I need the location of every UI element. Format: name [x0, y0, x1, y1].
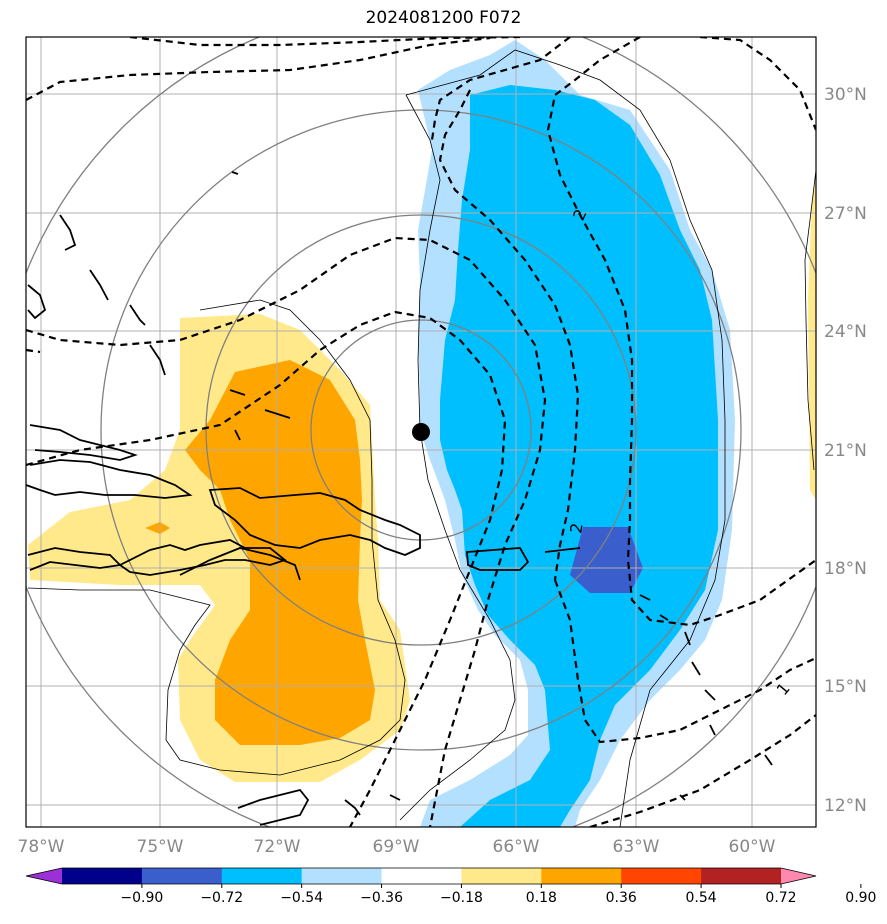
- lon-label: 63°W: [613, 837, 660, 857]
- boundary-outlines: [27, 49, 816, 827]
- lon-label: 72°W: [254, 837, 301, 857]
- lon-label: 75°W: [137, 837, 184, 857]
- graticule: [26, 37, 816, 827]
- lat-label: 15°N: [824, 677, 867, 697]
- longitude-labels: 78°W 75°W 72°W 69°W 66°W 63°W 60°W: [18, 837, 776, 857]
- colorbar-segment: [381, 868, 462, 884]
- colorbar-tick-label: −0.18: [440, 890, 483, 906]
- colorbar-segment: [541, 868, 622, 884]
- lon-label: 60°W: [729, 837, 776, 857]
- colorbar-tick-label: −0.90: [120, 890, 163, 906]
- colorbar-segment: [62, 868, 143, 884]
- colorbar-segment: [621, 868, 702, 884]
- lat-label: 21°N: [824, 441, 867, 461]
- colorbar: −0.90 −0.72 −0.54 −0.36 −0.18 0.18 0.36 0.54 0.7…: [25, 867, 876, 906]
- colorbar-segment: [701, 868, 782, 884]
- colorbar-extend-max: [781, 868, 816, 884]
- colorbar-tick-label: 0.54: [686, 890, 717, 906]
- lat-label: 18°N: [824, 559, 867, 579]
- contour-label: 2: [566, 522, 586, 535]
- dashed-contours: [26, 37, 816, 827]
- colorbar-tick-label: 0.90: [845, 890, 876, 906]
- coastlines: [26, 171, 773, 826]
- map-title: 2024081200 F072: [365, 8, 522, 28]
- map-frame: [25, 36, 817, 828]
- colorbar-tick-label: 0.72: [765, 890, 796, 906]
- lat-label: 12°N: [824, 796, 867, 816]
- colorbar-segment: [461, 868, 542, 884]
- lon-label: 78°W: [18, 837, 65, 857]
- colorbar-outline: [25, 867, 817, 885]
- range-rings: [26, 37, 816, 827]
- lon-label: 66°W: [493, 837, 540, 857]
- colorbar-tick-label: −0.36: [360, 890, 403, 906]
- lat-label: 30°N: [824, 85, 867, 105]
- colorbar-tick-label: −0.72: [200, 890, 243, 906]
- colorbar-tick-label: 0.36: [606, 890, 637, 906]
- lat-label: 24°N: [824, 322, 867, 342]
- contour-label: 1: [773, 679, 794, 699]
- colorbar-segment: [221, 868, 303, 884]
- negative-anomaly-fill: [418, 40, 735, 827]
- colorbar-extend-min: [26, 868, 62, 884]
- storm-center-marker: [412, 423, 430, 441]
- colorbar-tick-label: 0.18: [526, 890, 557, 906]
- colorbar-segment: [301, 868, 383, 884]
- colorbar-tick-label: −0.54: [280, 890, 323, 906]
- latitude-labels: 30°N 27°N 24°N 21°N 18°N 15°N 12°N: [824, 85, 867, 816]
- lon-label: 69°W: [373, 837, 420, 857]
- lat-label: 27°N: [824, 204, 867, 224]
- colorbar-segment: [141, 868, 223, 884]
